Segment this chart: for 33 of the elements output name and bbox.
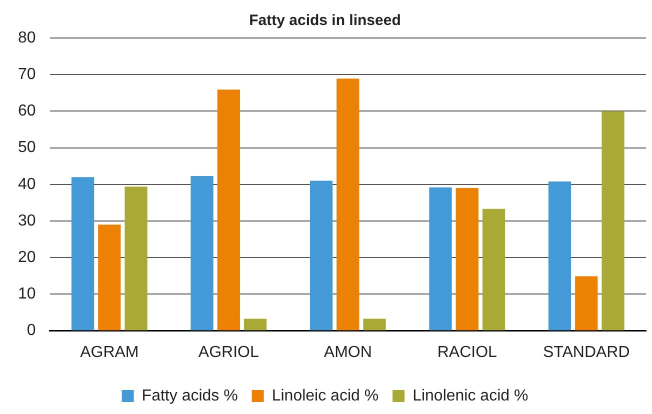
- y-tick-label: 10: [18, 286, 36, 303]
- bar: [244, 318, 267, 330]
- bar: [310, 180, 333, 330]
- bar: [217, 90, 240, 330]
- chart-title: Fatty acids in linseed: [249, 12, 401, 30]
- y-tick-label: 70: [18, 66, 36, 84]
- bar: [190, 176, 214, 330]
- bar: [482, 208, 506, 330]
- y-tick-label: 30: [18, 212, 36, 230]
- legend-label: Linoleic acid %: [272, 387, 379, 404]
- legend-label: Fatty acids %: [142, 387, 238, 404]
- y-tick-label: 50: [18, 139, 36, 156]
- y-tick-label: 0: [26, 322, 36, 340]
- bar: [336, 78, 360, 330]
- bar: [602, 111, 624, 330]
- bar: [575, 276, 598, 330]
- y-tick-label: 20: [18, 249, 36, 266]
- x-tick-label: STANDARD: [542, 344, 630, 361]
- x-tick-label: AGRIOL: [198, 344, 259, 361]
- y-tick-label: 80: [18, 29, 36, 46]
- bar: [363, 318, 386, 330]
- y-tick-label: 60: [18, 102, 36, 120]
- bar: [548, 181, 572, 330]
- bar: [456, 188, 478, 330]
- bar: [124, 186, 148, 330]
- legend-label: Linolenic acid %: [412, 387, 528, 404]
- x-tick-label: RACIOL: [437, 344, 498, 361]
- x-tick-label: AGRAM: [80, 344, 139, 361]
- bar: [98, 224, 121, 330]
- bar: [429, 187, 452, 330]
- x-tick-label: AMON: [324, 344, 372, 361]
- y-tick-label: 40: [18, 176, 36, 193]
- bar: [71, 177, 94, 330]
